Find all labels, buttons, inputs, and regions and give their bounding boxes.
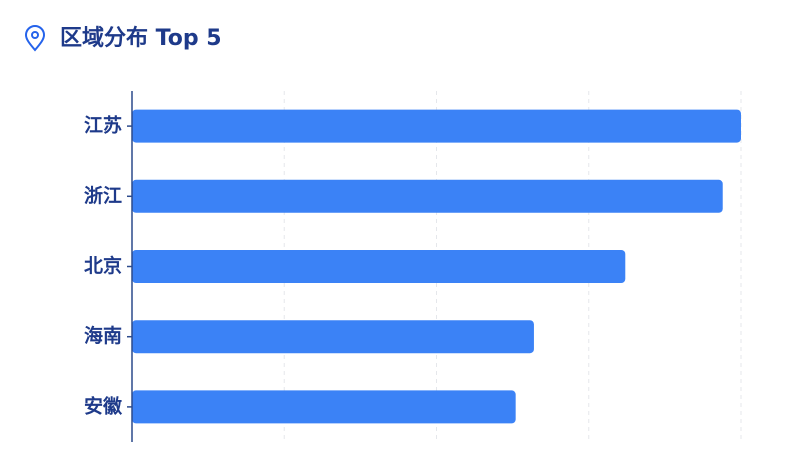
y-tick-label: 浙江: [84, 184, 122, 207]
chart-title: 区域分布 Top 5: [60, 25, 222, 51]
bar: [132, 320, 534, 354]
bar: [132, 390, 516, 424]
y-tick-label: 安徽: [84, 394, 123, 417]
bar: [132, 179, 723, 213]
bar: [132, 250, 626, 283]
y-tick-label: 海南: [84, 324, 122, 347]
y-tick-label: 江苏: [84, 114, 122, 137]
y-tick-label: 北京: [84, 254, 122, 277]
bar: [132, 109, 741, 143]
location-icon: [24, 25, 46, 52]
